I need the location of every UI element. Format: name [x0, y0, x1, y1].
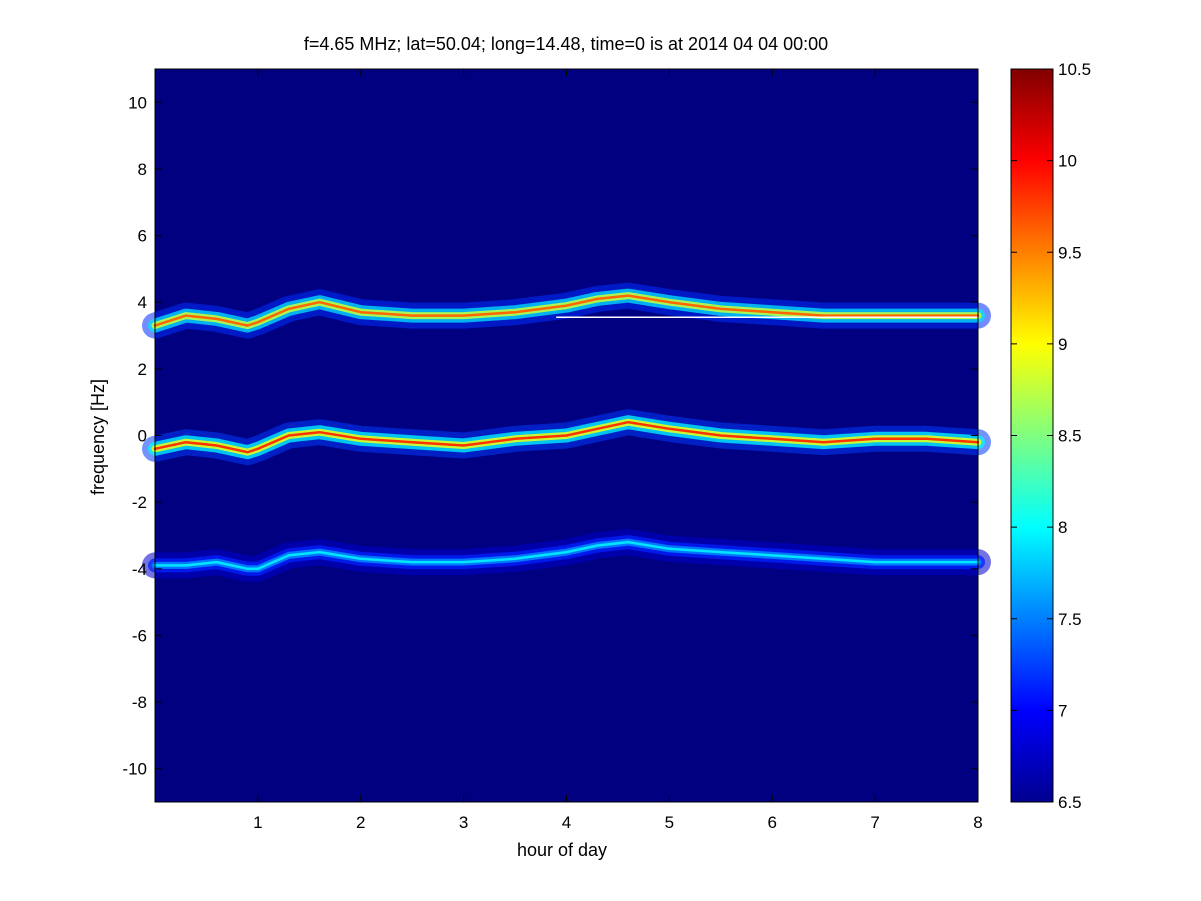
x-axis: 1 2 3 4 5 6 7 8	[253, 69, 983, 832]
y-tick-label: -10	[122, 760, 147, 779]
x-tick-label: 5	[665, 813, 674, 832]
colorbar-tick-label: 8.5	[1058, 427, 1082, 446]
colorbar-scale	[1010, 68, 1054, 803]
x-tick-label: 1	[253, 813, 262, 832]
colorbar: 6.5 7 7.5 8 8.5 9 9.5 10 10.5	[1010, 60, 1091, 812]
colorbar-tick-label: 7.5	[1058, 610, 1082, 629]
trace-1-band-4	[153, 294, 980, 327]
x-tick-label: 6	[768, 813, 777, 832]
x-tick-label: 7	[870, 813, 879, 832]
x-axis-label: hour of day	[517, 840, 607, 860]
colorbar-tick-label: 9.5	[1058, 243, 1082, 262]
y-tick-label: 2	[138, 360, 147, 379]
chart-title: f=4.65 MHz; lat=50.04; long=14.48, time=…	[304, 34, 828, 54]
y-tick-label: 6	[138, 227, 147, 246]
y-tick-label: -4	[132, 560, 147, 579]
plot-area	[142, 68, 991, 803]
trace-2-band-4	[153, 420, 980, 454]
heatmap-traces	[142, 282, 991, 582]
colorbar-tick-label: 7	[1058, 701, 1067, 720]
y-axis: -10 -8 -6 -4 -2 0 2 4 6 8 10	[122, 93, 978, 779]
y-tick-label: -2	[132, 493, 147, 512]
colorbar-tick-label: 9	[1058, 335, 1067, 354]
colorbar-tick-label: 8	[1058, 518, 1067, 537]
y-tick-label: 4	[138, 293, 147, 312]
colorbar-tick-label: 6.5	[1058, 793, 1082, 812]
y-tick-label: 10	[128, 93, 147, 112]
y-tick-label: -8	[132, 693, 147, 712]
y-axis-label: frequency [Hz]	[88, 379, 108, 495]
x-tick-label: 2	[356, 813, 365, 832]
trace-3-band-4	[153, 540, 980, 571]
x-tick-label: 4	[562, 813, 571, 832]
y-tick-label: -6	[132, 626, 147, 645]
colorbar-ticks: 6.5 7 7.5 8 8.5 9 9.5 10 10.5	[1011, 60, 1091, 812]
colorbar-tick-label: 10.5	[1058, 60, 1091, 79]
colorbar-tick-label: 10	[1058, 152, 1077, 171]
x-tick-label: 8	[973, 813, 982, 832]
x-tick-label: 3	[459, 813, 468, 832]
y-tick-label: 0	[138, 427, 147, 446]
y-tick-label: 8	[138, 160, 147, 179]
